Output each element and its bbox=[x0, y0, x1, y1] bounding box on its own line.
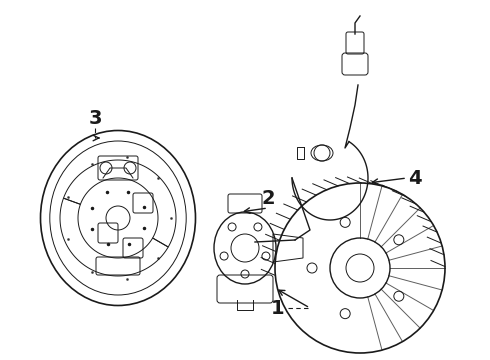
Text: 1: 1 bbox=[271, 298, 285, 318]
Text: 4: 4 bbox=[408, 168, 422, 188]
Text: 2: 2 bbox=[261, 189, 275, 207]
Text: 3: 3 bbox=[88, 108, 102, 127]
